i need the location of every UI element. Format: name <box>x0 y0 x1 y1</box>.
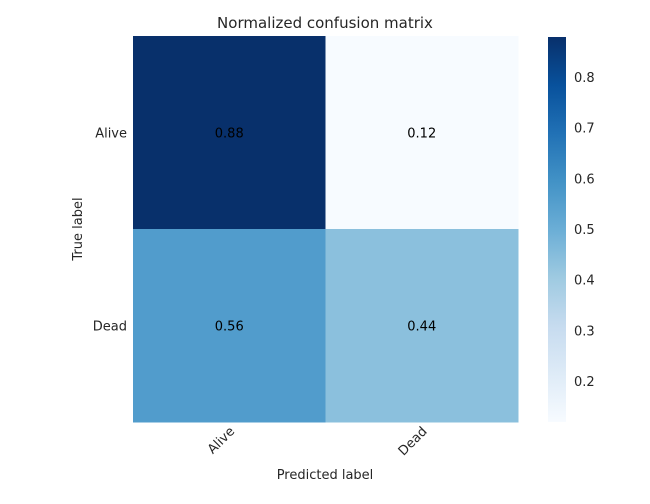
x-axis-label: Predicted label <box>277 468 374 483</box>
y-axis-ticks: Alive Dead <box>93 127 127 335</box>
heatmap-cell-labels: 0.88 0.12 0.56 0.44 <box>215 127 436 335</box>
y-tick-label: Alive <box>95 127 127 142</box>
heatmap-cell <box>133 229 326 423</box>
colorbar-tick-label: 0.3 <box>574 324 595 339</box>
colorbar-tick-label: 0.7 <box>574 122 595 137</box>
cell-value-label: 0.56 <box>215 320 244 335</box>
y-tick-label: Dead <box>93 320 127 335</box>
colorbar <box>548 37 566 422</box>
colorbar-tick-label: 0.4 <box>574 274 595 289</box>
cell-value-label: 0.44 <box>407 320 436 335</box>
x-axis-ticks: Alive Dead <box>205 424 431 459</box>
heatmap-cell <box>325 36 519 230</box>
heatmap-cell <box>133 36 326 230</box>
heatmap-cells <box>133 36 519 423</box>
x-tick-label: Dead <box>396 424 431 459</box>
y-axis-label: True label <box>71 197 86 261</box>
colorbar-tick-label: 0.5 <box>574 223 595 238</box>
chart-title: Normalized confusion matrix <box>217 14 433 32</box>
colorbar-tick-label: 0.6 <box>574 172 595 187</box>
cell-value-label: 0.12 <box>407 127 436 142</box>
x-tick-label: Alive <box>205 424 238 457</box>
colorbar-ticks: 0.2 0.3 0.4 0.5 0.6 0.7 0.8 <box>574 71 595 390</box>
colorbar-tick-label: 0.8 <box>574 71 595 86</box>
cell-value-label: 0.88 <box>215 127 244 142</box>
heatmap-cell <box>325 229 519 423</box>
colorbar-tick-label: 0.2 <box>574 375 595 390</box>
